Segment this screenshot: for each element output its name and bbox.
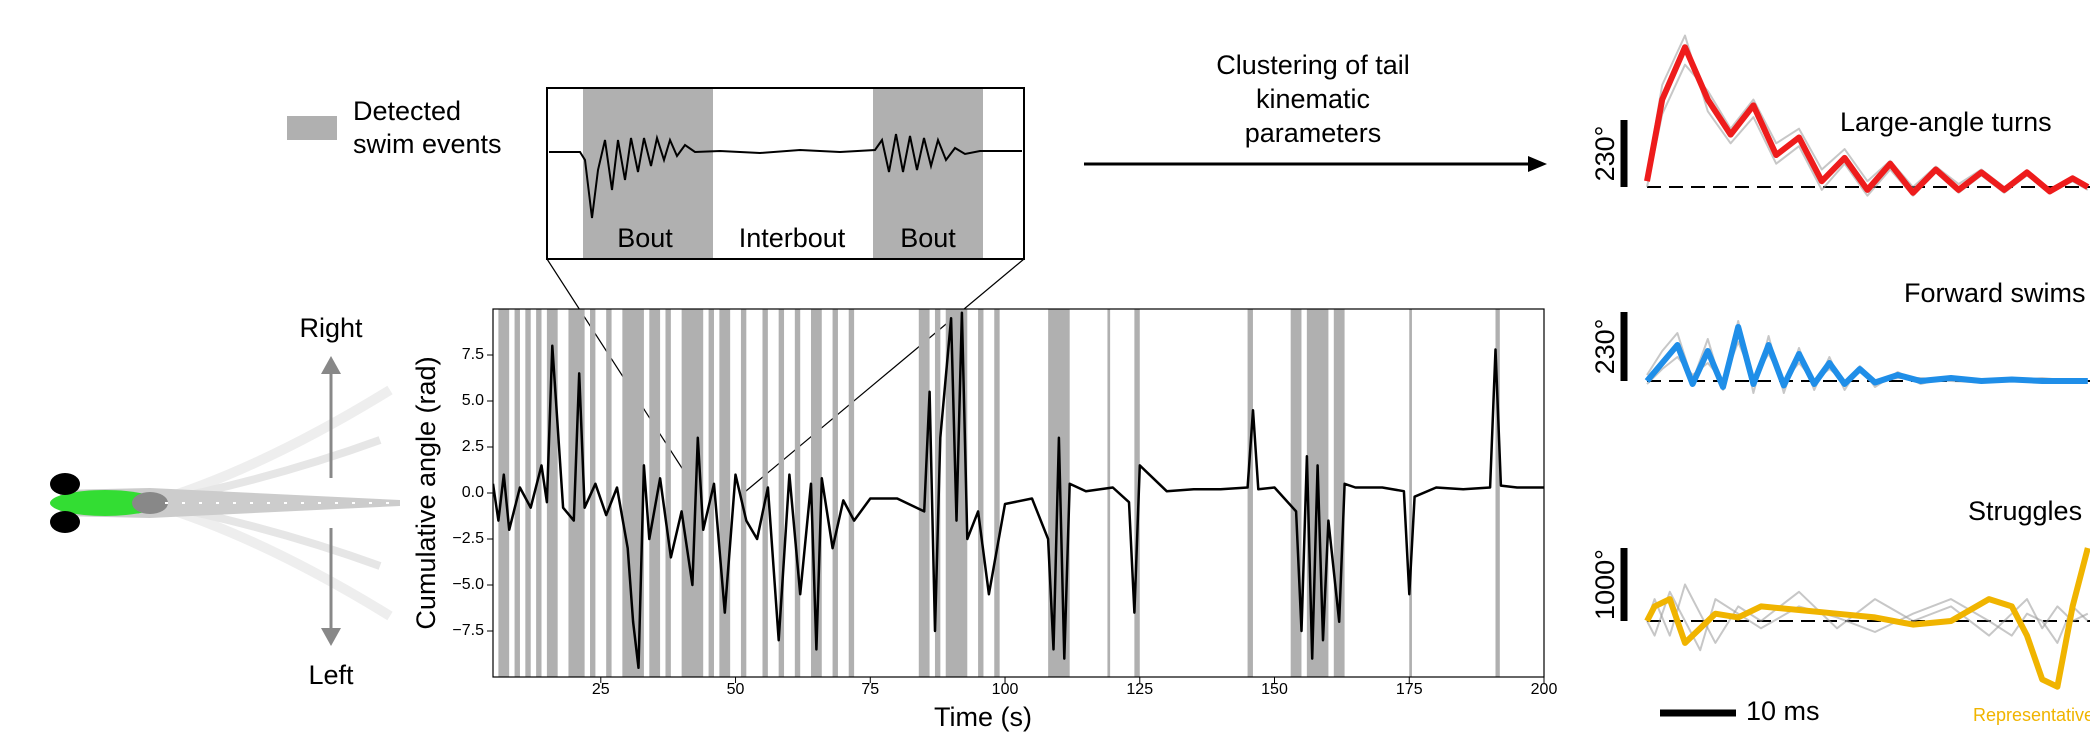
x-tick-label: 100 (992, 681, 1019, 698)
swim-event (1290, 309, 1302, 677)
swim-event (1247, 309, 1253, 677)
legend-label: Detected (353, 96, 461, 126)
trace-line (493, 311, 1544, 670)
arrow-label: parameters (1245, 118, 1382, 148)
fish-down-label: Left (308, 660, 354, 690)
arrow-label: Clustering of tail (1216, 50, 1410, 80)
note: Representative (1973, 705, 2090, 725)
swim-event (1495, 309, 1500, 677)
swim-event (978, 309, 984, 677)
scale-bar-label: 1000° (1590, 549, 1620, 620)
swim-event (1333, 309, 1345, 677)
swim-event (740, 309, 747, 677)
swim-event (832, 309, 838, 677)
fish-drawing (50, 356, 400, 646)
fish-up-label: Right (299, 313, 363, 343)
swim-event (994, 309, 1000, 677)
swim-event (546, 309, 558, 677)
representative-trace (1644, 44, 2090, 196)
swim-event (622, 309, 644, 677)
swim-event (681, 309, 704, 677)
x-tick-label: 175 (1396, 681, 1423, 698)
swim-event (1107, 309, 1111, 677)
kinematic-panel: Large-angle turns 230° (1590, 34, 2090, 197)
y-tick-label: −7.5 (452, 622, 484, 639)
x-tick-label: 150 (1261, 681, 1288, 698)
swim-event (810, 309, 822, 677)
inset-label: Interbout (739, 223, 846, 253)
swim-event (525, 309, 531, 677)
swim-event (762, 309, 768, 677)
y-axis-label: Cumulative angle (rad) (411, 356, 441, 629)
legend-swatch (287, 116, 337, 140)
inset (546, 87, 1025, 497)
swim-event (498, 309, 510, 677)
x-tick-label: 75 (861, 681, 879, 698)
main-plot: 25 50 75 100 125 150 175 200 −7.5 −5.0 −2.5 0.0 2.5 5… (452, 308, 1558, 698)
inset-label: Bout (900, 223, 956, 253)
swim-event (665, 309, 671, 677)
time-bar-label: 10 ms (1746, 696, 1820, 726)
swim-event (649, 309, 661, 677)
y-tick-label: −2.5 (452, 530, 484, 547)
x-tick-label: 125 (1126, 681, 1153, 698)
arrow-head (1528, 156, 1547, 172)
x-tick-label: 25 (592, 681, 610, 698)
representative-trace (1644, 547, 2090, 690)
kinematic-panel: Forward swims 230° (1590, 278, 2090, 394)
representative-trace (1644, 324, 2088, 390)
y-tick-label: 0.0 (462, 484, 484, 501)
swim-event (1048, 309, 1070, 677)
y-tick-label: 7.5 (462, 346, 484, 363)
panel-title: Struggles (1968, 496, 2082, 526)
y-tick-label: −5.0 (452, 576, 484, 593)
swim-event (536, 309, 542, 677)
y-tick-label: 2.5 (462, 438, 484, 455)
swim-event (794, 309, 801, 677)
inset-label: Bout (617, 223, 673, 253)
x-axis-label: Time (s) (934, 702, 1032, 732)
x-tick-label: 50 (727, 681, 745, 698)
swim-event (590, 309, 596, 677)
y-tick-label: 5.0 (462, 392, 484, 409)
swim-event (1409, 309, 1412, 677)
x-tick-label: 200 (1531, 681, 1558, 698)
panel-title: Forward swims (1904, 278, 2086, 308)
swim-event (848, 309, 855, 677)
panel-title: Large-angle turns (1840, 107, 2052, 137)
example-trace (1646, 590, 2089, 652)
scale-bar-label: 230° (1590, 126, 1620, 182)
arrow-label: kinematic (1256, 84, 1370, 114)
swim-event (719, 309, 731, 677)
scale-bar-label: 230° (1590, 319, 1620, 375)
legend-label: swim events (353, 129, 502, 159)
swim-event (778, 309, 785, 677)
kinematic-panel: Struggles 1000° 10 ms Representative (1590, 496, 2090, 726)
swim-event (568, 309, 585, 677)
swim-event (606, 309, 612, 677)
swim-event (1134, 309, 1140, 677)
